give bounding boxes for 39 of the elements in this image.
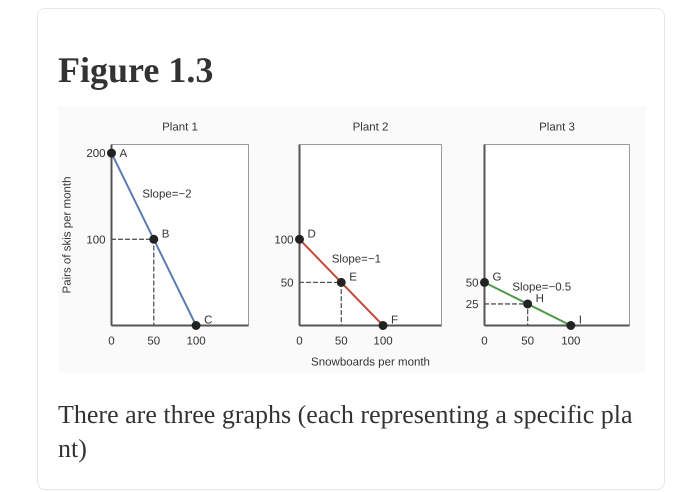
annotation: F bbox=[391, 314, 398, 326]
point bbox=[336, 278, 346, 287]
text: There are three graphs (each representing a specific plant) bbox=[58, 399, 634, 465]
annotation: C bbox=[204, 314, 212, 326]
x-tick-label: 50 bbox=[521, 336, 534, 348]
text: Figure 1.3 bbox=[58, 50, 214, 90]
x-tick-label: 50 bbox=[334, 336, 348, 348]
point bbox=[523, 299, 532, 308]
annotation: Slope=−1 bbox=[332, 253, 381, 266]
chart-title: Plant 3 bbox=[539, 122, 575, 134]
y-tick-label: 200 bbox=[86, 148, 106, 160]
point bbox=[566, 321, 576, 330]
annotation: I bbox=[578, 314, 582, 326]
x-tick-label: 100 bbox=[561, 336, 580, 348]
x-tick-label: 0 bbox=[296, 336, 303, 348]
annotation: Slope=−0.5 bbox=[512, 281, 572, 294]
annotation: E bbox=[349, 271, 358, 284]
point bbox=[378, 321, 388, 330]
annotation: A bbox=[120, 148, 128, 160]
y-tick-label: 25 bbox=[466, 298, 479, 311]
x-tick-label: 100 bbox=[186, 336, 206, 348]
x-tick-label: 0 bbox=[481, 336, 488, 348]
annotation: G bbox=[492, 271, 502, 284]
x-tick-label: 50 bbox=[147, 336, 160, 348]
annotation: B bbox=[162, 228, 170, 240]
annotation: Slope=−2 bbox=[142, 188, 192, 201]
x-tick-label: 0 bbox=[108, 336, 115, 348]
annotation: H bbox=[536, 292, 544, 305]
y-axis-title: Pairs of skis per month bbox=[61, 176, 74, 294]
point bbox=[480, 278, 489, 287]
x-axis-title: Snowboards per month bbox=[311, 356, 430, 368]
x-tick-label: 100 bbox=[373, 336, 393, 348]
point bbox=[192, 321, 201, 330]
point bbox=[149, 234, 158, 244]
point bbox=[295, 234, 304, 244]
chart-title: Plant 1 bbox=[162, 122, 198, 134]
point bbox=[107, 148, 116, 158]
annotation: D bbox=[308, 228, 316, 240]
chart-title: Plant 2 bbox=[352, 122, 388, 134]
